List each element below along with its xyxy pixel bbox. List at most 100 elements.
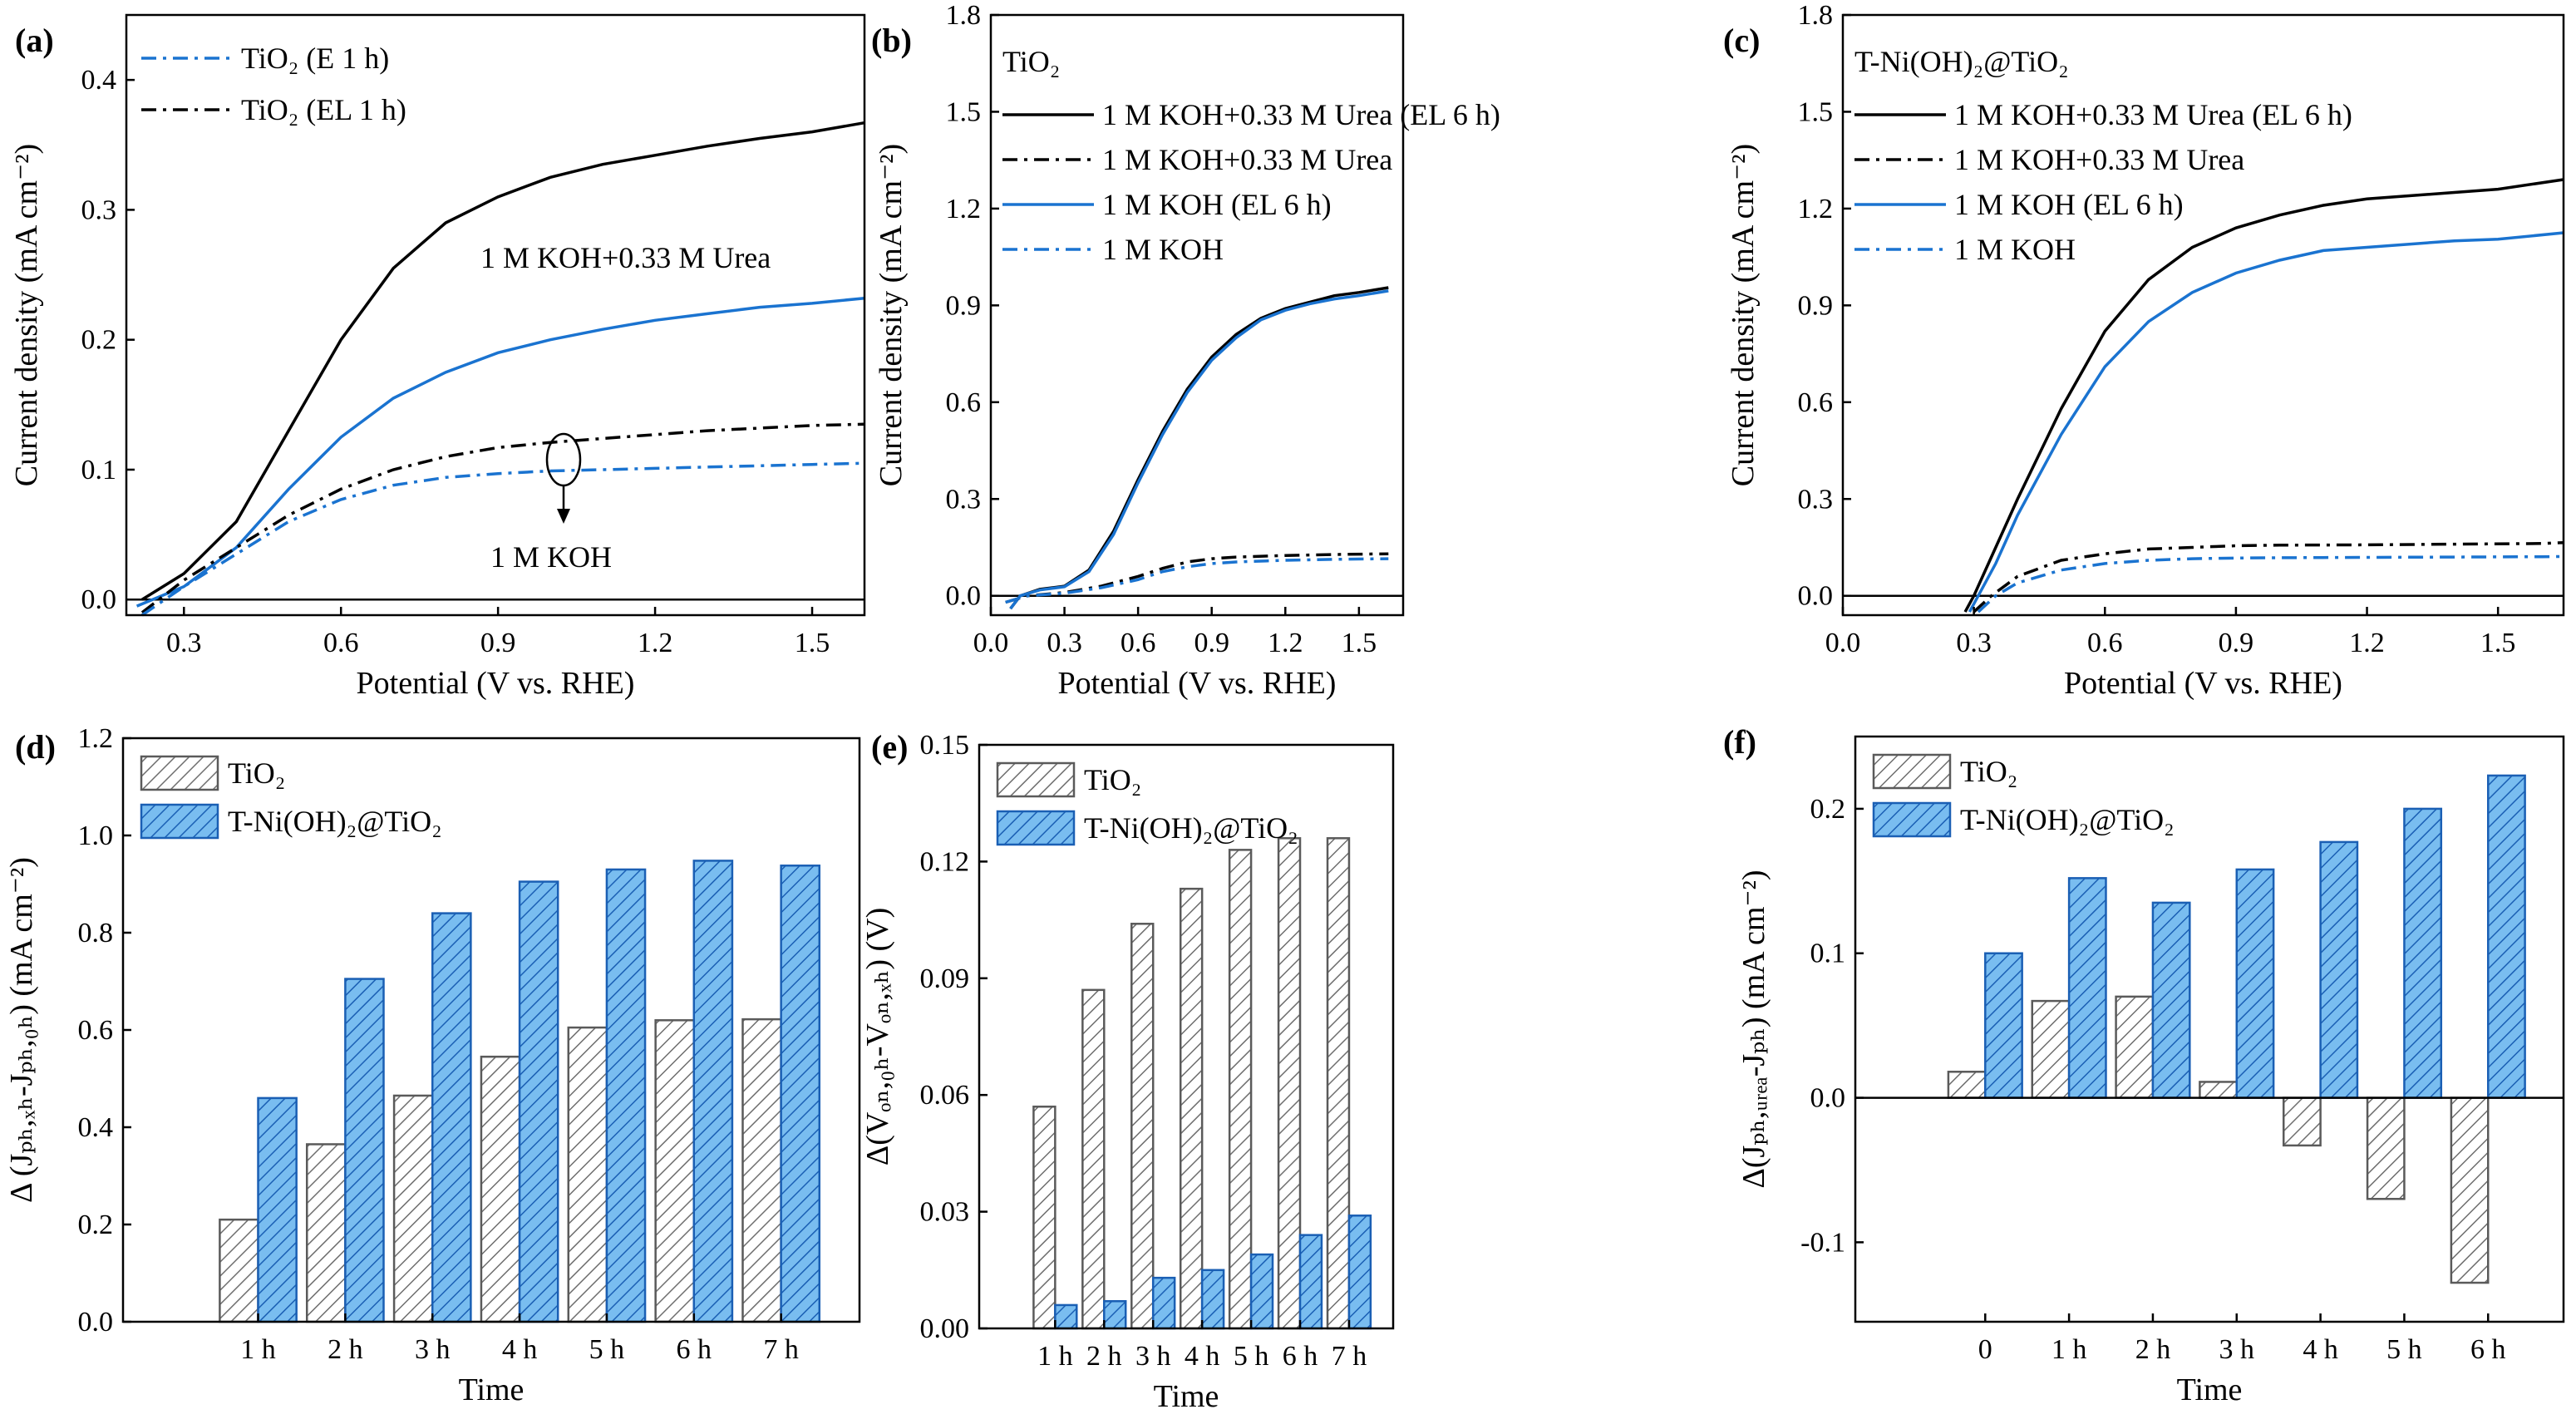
x-tick-label-a-1: 0.6 [323, 628, 359, 658]
x-tick-label-a-3: 1.2 [638, 628, 673, 658]
x-tick-label-c-1: 0.3 [1956, 628, 1992, 658]
bar-e-s0-3 [1179, 887, 1204, 1330]
legend-swatch-f-0 [1872, 753, 1952, 790]
y-tick-label-b-4: 1.2 [946, 194, 982, 224]
y-tick-label-e-5: 0.15 [920, 730, 970, 761]
legend-swatch-f-1 [1872, 801, 1952, 838]
y-tick-label-e-0: 0.00 [920, 1313, 970, 1344]
plot-frame-f [1854, 735, 2565, 1323]
bar-f-s0-0 [1947, 1071, 1987, 1099]
plot-frame-b [989, 13, 1405, 617]
legend-text-b-3: 1 M KOH [1102, 233, 1224, 266]
x-tick-label-f-3: 3 h [2219, 1334, 2255, 1365]
legend-text-d-1: T-Ni(OH)₂@TiO₂ [228, 805, 442, 838]
legend-text-c-2: 1 M KOH (EL 6 h) [1954, 188, 2184, 221]
x-tick-label-d-0: 1 h [240, 1334, 276, 1365]
bar-e-s1-5 [1298, 1234, 1323, 1330]
y-tick-label-f-3: 0.2 [1810, 794, 1846, 825]
legend-text-b-0: 1 M KOH+0.33 M Urea (EL 6 h) [1102, 98, 1500, 131]
series-line-a-0 [140, 121, 865, 601]
bar-d-s0-2 [392, 1094, 434, 1323]
x-tick-label-e-3: 4 h [1185, 1341, 1220, 1372]
y-tick-label-f-1: 0.0 [1810, 1083, 1846, 1114]
y-tick-label-d-4: 0.8 [78, 918, 114, 949]
x-tick-label-c-4: 1.2 [2349, 628, 2385, 658]
y-tick-label-b-1: 0.3 [946, 484, 982, 515]
x-tick-label-a-0: 0.3 [166, 628, 202, 658]
x-tick-label-c-2: 0.6 [2087, 628, 2123, 658]
x-tick-label-f-2: 2 h [2135, 1334, 2171, 1365]
x-tick-label-d-3: 4 h [502, 1334, 538, 1365]
x-tick-label-c-0: 0.0 [1825, 628, 1861, 658]
legend-title-b: TiO₂ [1002, 45, 1060, 78]
legend-text-e-0: TiO₂ [1084, 763, 1141, 796]
bar-f-s0-1 [2031, 999, 2071, 1099]
bar-e-s1-3 [1200, 1269, 1225, 1330]
bar-f-s1-6 [2487, 774, 2526, 1099]
panel-label-d: (d) [15, 728, 56, 766]
x-axis-label-e: Time [1154, 1379, 1219, 1414]
x-tick-label-e-1: 2 h [1086, 1341, 1122, 1372]
series-line-c-2 [1973, 540, 2564, 613]
bar-e-s1-0 [1054, 1303, 1078, 1330]
bar-f-s1-2 [2151, 901, 2191, 1099]
x-tick-label-f-5: 5 h [2386, 1334, 2422, 1365]
legend-text-b-2: 1 M KOH (EL 6 h) [1102, 188, 1332, 221]
bar-f-s1-1 [2067, 877, 2107, 1099]
annotation-ellipse-a [545, 432, 582, 487]
series-line-b-3 [1005, 557, 1389, 604]
chart-f: 0 1 h 2 h 3 h 4 h 5 h 6 h -0.1 0.0 0.1 0.2 Time Δ(Jₚ… [1736, 735, 2565, 1407]
legend-text-c-3: 1 M KOH [1954, 233, 2076, 266]
x-tick-label-e-5: 6 h [1283, 1341, 1318, 1372]
bar-e-s1-4 [1249, 1253, 1274, 1330]
y-tick-label-a-2: 0.2 [81, 325, 117, 356]
series-line-a-1 [135, 296, 865, 608]
series-line-c-0 [1963, 178, 2564, 613]
legend-text-c-1: 1 M KOH+0.33 M Urea [1954, 143, 2244, 176]
x-tick-label-e-6: 7 h [1332, 1341, 1367, 1372]
legend-title-c: T-Ni(OH)₂@TiO₂ [1854, 45, 2069, 78]
legend-swatch-d-0 [140, 755, 219, 791]
y-tick-label-d-0: 0.0 [78, 1307, 114, 1338]
y-tick-label-e-1: 0.03 [920, 1197, 970, 1228]
x-tick-label-b-1: 0.3 [1047, 628, 1082, 658]
y-tick-label-e-3: 0.09 [920, 963, 970, 994]
legend-swatch-e-0 [996, 761, 1076, 798]
annotation-urea-a: 1 M KOH+0.33 M Urea [480, 241, 771, 274]
chart-a: 0.3 0.6 0.9 1.2 1.5 0.0 0.1 0.2 0.3 0.4 Potential … [9, 13, 866, 701]
y-tick-label-b-0: 0.0 [946, 581, 982, 612]
series-line-a-2 [140, 422, 865, 614]
bar-f-s0-4 [2282, 1096, 2322, 1147]
y-tick-label-e-2: 0.06 [920, 1080, 970, 1111]
bar-d-s0-6 [741, 1017, 782, 1323]
x-tick-label-b-5: 1.5 [1342, 628, 1377, 658]
bar-e-s0-4 [1228, 849, 1253, 1330]
x-tick-label-b-4: 1.2 [1268, 628, 1303, 658]
bar-f-s0-3 [2199, 1081, 2239, 1099]
annotation-koh-a: 1 M KOH [490, 540, 612, 574]
x-tick-label-f-4: 4 h [2303, 1334, 2338, 1365]
x-tick-label-d-4: 5 h [589, 1334, 625, 1365]
y-tick-label-a-1: 0.1 [81, 455, 117, 485]
x-tick-label-d-6: 7 h [763, 1334, 799, 1365]
y-tick-label-f-0: -0.1 [1800, 1227, 1845, 1258]
x-tick-label-d-1: 2 h [328, 1334, 363, 1365]
plot-frame-e [978, 743, 1395, 1330]
bar-f-s0-6 [2450, 1096, 2490, 1284]
annotation-arrowhead-a [557, 509, 570, 524]
bar-e-s0-5 [1277, 837, 1302, 1330]
legend-swatch-e-1 [996, 810, 1076, 846]
y-tick-label-c-6: 1.8 [1798, 0, 1834, 31]
y-tick-label-a-3: 0.3 [81, 195, 117, 225]
y-axis-label-a: Current density (mA cm⁻²) [9, 144, 44, 486]
legend-text-c-0: 1 M KOH+0.33 M Urea (EL 6 h) [1954, 98, 2352, 131]
series-line-a-3 [140, 461, 865, 617]
x-axis-label-d: Time [459, 1372, 525, 1407]
bar-f-s1-3 [2235, 868, 2275, 1099]
bar-f-s0-2 [2115, 995, 2155, 1099]
series-line-b-1 [1009, 289, 1389, 610]
legend-swatch-d-1 [140, 803, 219, 840]
chart-d: 1 h 2 h 3 h 4 h 5 h 6 h 7 h 0.0 0.2 0.4 0.6 0.8 1.0 1… [4, 723, 861, 1407]
plot-frame-c [1841, 13, 2565, 617]
